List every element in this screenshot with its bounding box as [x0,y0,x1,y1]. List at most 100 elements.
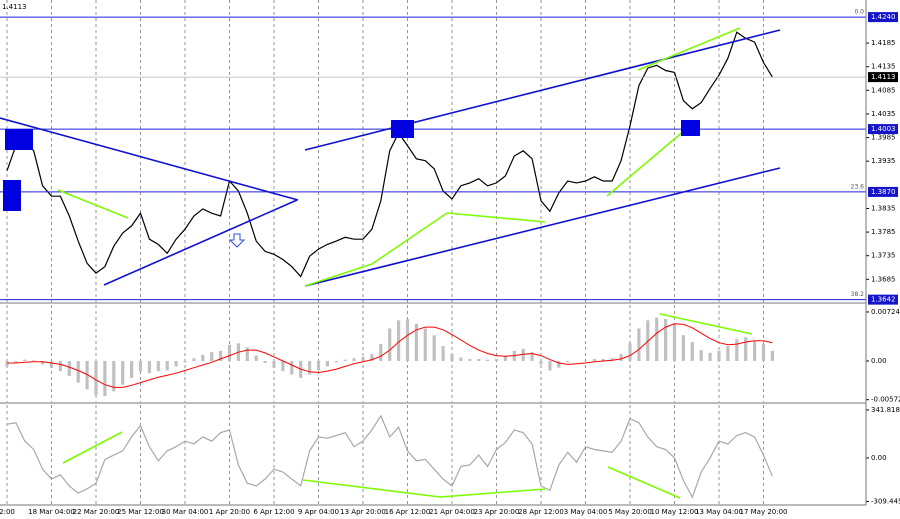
x-tick-label: 21 Apr 04:00 [429,508,475,516]
price-line [6,414,773,499]
histogram-bar [201,354,205,361]
fib-label: 0.0 [854,9,864,16]
last-price-bg [868,72,898,83]
y-tick-label: 1.4185 [871,39,896,47]
histogram-bar [263,360,267,364]
histogram-bar [5,360,9,367]
histogram-bar [254,355,258,361]
histogram-bar [770,350,774,361]
y-tick-label: 0.00724 [871,308,900,316]
histogram-bar [308,360,312,375]
histogram-bar [14,360,18,363]
histogram-bar [245,347,249,361]
histogram-bar [583,360,588,361]
histogram-bar [130,360,134,378]
x-tick-label: 16 Apr 12:00 [385,508,431,516]
histogram-bar [272,360,276,368]
histogram-bar [174,360,178,367]
histogram-bar [41,360,45,365]
divergence-line [637,27,741,71]
histogram-bar [441,346,445,361]
divergence-line [57,189,129,219]
histogram-bar [334,360,338,363]
histogram-bar [619,354,623,361]
histogram-bar [210,352,214,361]
histogram-bar [610,358,614,361]
y-tick-label: 0.00 [871,454,887,462]
histogram-bar [530,352,534,361]
divergence-line [659,313,753,335]
histogram-bar [708,352,712,361]
histogram-bar [761,344,766,361]
price-line [6,31,773,278]
histogram-bar [227,344,232,361]
histogram-bar [76,360,80,383]
trend-line [0,117,299,201]
signal-line [7,323,773,388]
histogram-bar [32,360,36,361]
histogram-bar [486,359,490,361]
x-tick-label: 13 May 04:00 [695,508,743,516]
last-price-label: 1.4113 [871,73,896,81]
divergence-line [371,212,448,265]
x-tick-label: 3 May 04:00 [564,508,608,516]
histogram-bar [23,359,27,361]
histogram-bar [85,360,89,390]
histogram-bar [121,360,125,385]
histogram-bar [450,354,454,361]
histogram-bar [735,339,739,361]
level-label-bg [868,12,898,23]
y-tick-label: 0.00 [871,357,887,365]
histogram-bar [316,360,321,371]
divergence-line [302,479,441,498]
histogram-bar [103,360,107,397]
level-label-bg [868,294,898,305]
channel-line [304,29,781,151]
y-tick-label: 1.4035 [871,110,896,118]
y-tick-label: 341.8182 [871,406,900,414]
histogram-bar [156,360,160,372]
histogram-bar [58,360,62,372]
x-tick-label: 9 Apr 04:00 [298,508,339,516]
level-marker [391,120,414,138]
divergence-line [62,431,123,464]
histogram-bar [566,360,570,363]
level-label: 1.3870 [871,188,896,196]
histogram-bar [753,340,757,361]
x-tick-label: 5 May 20:00 [608,508,652,516]
histogram-bar [521,348,525,361]
histogram-bar [557,360,561,368]
y-tick-label: 1.3835 [871,204,896,212]
x-tick-label: 25 Mar 12:00 [117,508,164,516]
divergence-line [439,488,546,498]
histogram-bar [672,323,677,361]
histogram-bar [405,319,410,361]
histogram-bar [219,350,223,361]
histogram-bar [744,337,748,361]
histogram-bar [147,360,151,374]
x-tick-label: 2:00 [0,508,15,516]
histogram-bar [664,319,668,361]
y-tick-label: 1.3785 [871,228,896,236]
histogram-bar [468,358,472,361]
y-tick-label: 1.3935 [871,157,896,165]
x-tick-label: 18 Mar 04:00 [28,508,75,516]
histogram-bar [690,342,694,361]
histogram-bar [49,360,54,368]
arrow-icon [228,233,246,248]
divergence-line [304,263,373,287]
x-tick-label: 23 Apr 20:00 [474,508,520,516]
level-marker [3,180,21,211]
level-label: 1.3642 [871,296,896,304]
histogram-bar [432,335,436,361]
x-tick-label: 17 May 20:00 [739,508,787,516]
fib-label: 23.6 [851,183,865,190]
divergence-line [607,466,681,499]
histogram-bar [503,356,507,361]
histogram-bar [290,360,294,375]
fib-label: 38.2 [851,291,865,298]
annotations [0,27,781,499]
